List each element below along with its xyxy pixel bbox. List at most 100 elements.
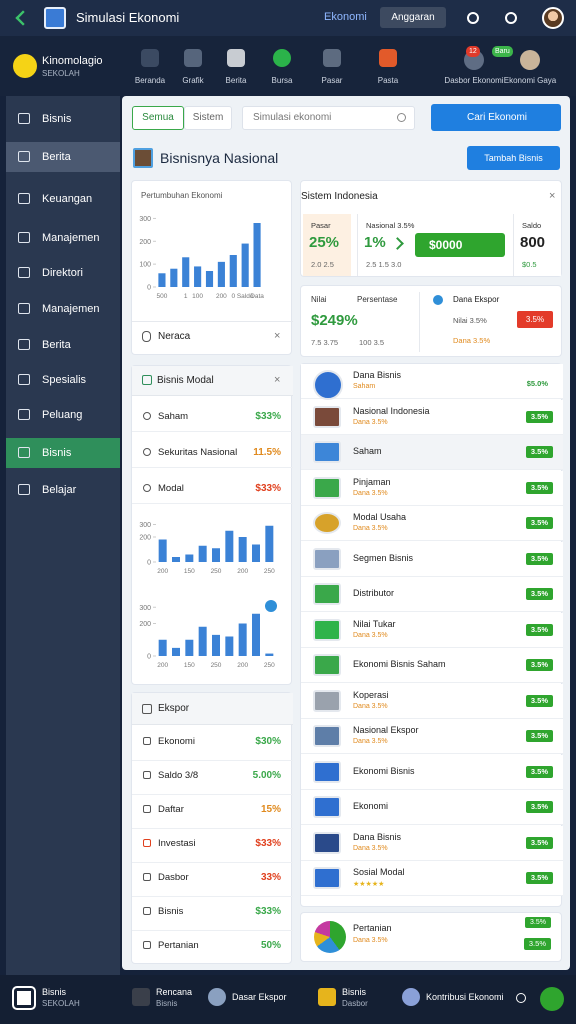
row-value: $30%: [255, 736, 281, 747]
sidebar-icon: [18, 374, 30, 385]
list-title: Distributor: [353, 588, 395, 598]
bottom-item[interactable]: Bisnis SEKOLAH: [12, 985, 94, 1015]
bar: [229, 255, 237, 287]
list-thumb: [313, 476, 341, 499]
list-item[interactable]: Ekonomi Bisnis 3.5%: [301, 754, 563, 790]
nav-label[interactable]: Pasta: [377, 76, 399, 85]
search-button[interactable]: Cari Ekonomi: [431, 104, 561, 131]
top-button[interactable]: Anggaran: [380, 7, 446, 28]
bottom-sub: Bisnis: [156, 999, 178, 1008]
nav-right-label[interactable]: Dasbor Ekonomi: [444, 76, 504, 85]
card: Sistem Indonesia × Pasar 25% 2.0 2.5 Nasional…: [300, 180, 562, 277]
sidebar-item[interactable]: Peluang: [6, 400, 120, 430]
row-icon: [143, 484, 151, 492]
card-header-bg: [132, 693, 293, 725]
bar: [198, 626, 207, 656]
row-divider: [132, 431, 293, 432]
stat-label: Pasar: [311, 221, 331, 230]
nav-label[interactable]: Bursa: [271, 76, 293, 85]
nav-right-icon[interactable]: [520, 50, 540, 70]
sidebar-item[interactable]: Berita: [6, 330, 120, 360]
list-badge: 3.5%: [525, 765, 553, 778]
sidebar-label: Belajar: [42, 484, 77, 496]
list-item[interactable]: Ekonomi Bisnis Saham 3.5%: [301, 648, 563, 683]
note: Dana 3.5%: [453, 336, 491, 345]
list-item[interactable]: Pinjaman Dana 3.5% 3.5%: [301, 470, 563, 506]
nav-icon[interactable]: [379, 49, 397, 67]
list-item[interactable]: Dana Bisnis Dana 3.5% 3.5%: [301, 825, 563, 861]
top-icon[interactable]: [505, 12, 517, 24]
nav-label[interactable]: Beranda: [134, 76, 166, 85]
list-item[interactable]: Ekonomi 3.5%: [301, 790, 563, 825]
sidebar-item[interactable]: Spesialis: [6, 365, 120, 395]
list-title: Modal Usaha: [353, 512, 407, 522]
list-item[interactable]: Dana Bisnis Saham $5.0%: [301, 364, 563, 400]
list-item[interactable]: Nasional Indonesia Dana 3.5% 3.5%: [301, 399, 563, 435]
list-item[interactable]: Distributor 3.5%: [301, 577, 563, 612]
sidebar-item[interactable]: Manajemen: [6, 223, 120, 253]
sidebar-icon: [18, 151, 30, 162]
list-item[interactable]: Sosial Modal ★★★★★ 3.5%: [301, 861, 563, 896]
nav-icon[interactable]: [184, 49, 202, 67]
bottom-icon[interactable]: [516, 993, 526, 1003]
sidebar-item[interactable]: Manajemen: [6, 294, 120, 324]
list-badge: 3.5%: [525, 872, 553, 884]
detail-label: Nilai: [311, 295, 327, 304]
list-sub: ★★★★★: [353, 881, 385, 888]
sidebar-item[interactable]: Bisnis: [6, 104, 120, 134]
nav-label[interactable]: Pasar: [321, 76, 343, 85]
top-link[interactable]: Ekonomi: [324, 11, 367, 23]
list-item[interactable]: Nilai Tukar Dana 3.5% 3.5%: [301, 612, 563, 648]
search-icon: [397, 113, 406, 122]
list-item[interactable]: Modal Usaha Dana 3.5% 3.5%: [301, 506, 563, 541]
x-tick-label: 250: [264, 662, 275, 669]
bottom-item[interactable]: Rencana Bisnis: [132, 985, 212, 1015]
row-label: Ekonomi: [158, 736, 195, 747]
nav-icon[interactable]: [323, 49, 341, 67]
close-button[interactable]: ×: [274, 330, 281, 342]
bottom-item[interactable]: Dasar Ekspor: [208, 985, 288, 1015]
list-badge: 3.5%: [523, 938, 551, 950]
sidebar-item[interactable]: Belajar: [6, 475, 120, 505]
close-button[interactable]: ×: [274, 374, 281, 386]
sidebar-item[interactable]: Berita: [6, 142, 120, 172]
list-sub: Dana 3.5%: [353, 844, 388, 852]
footer-icon: [142, 331, 151, 342]
row-label: Sekuritas Nasional: [158, 447, 238, 458]
bar: [185, 554, 194, 562]
nav-right-label[interactable]: Ekonomi Gaya: [503, 76, 557, 85]
nav-icon[interactable]: [273, 49, 291, 67]
help-button[interactable]: [540, 987, 564, 1011]
bar: [172, 647, 180, 656]
list-badge: 3.5%: [525, 623, 553, 636]
list-item[interactable]: Koperasi Dana 3.5% 3.5%: [301, 683, 563, 719]
list-item[interactable]: Saham 3.5%: [301, 435, 563, 470]
top-icon[interactable]: [467, 12, 479, 24]
search-tab[interactable]: Semua: [132, 106, 184, 130]
right-icon: [433, 295, 443, 305]
row-value: $33%: [255, 411, 281, 422]
row-label: Dasbor: [158, 872, 189, 883]
sidebar-label: Spesialis: [42, 374, 87, 386]
bar: [265, 653, 274, 656]
close-button[interactable]: ×: [549, 190, 556, 202]
nav-icon[interactable]: [227, 49, 245, 67]
nav-label[interactable]: Grafik: [182, 76, 204, 85]
bottom-item[interactable]: Kontribusi Ekonomi: [402, 985, 512, 1015]
list-item[interactable]: Segmen Bisnis 3.5%: [301, 541, 563, 577]
action-button[interactable]: $0000: [415, 233, 505, 257]
row-value: 50%: [260, 940, 281, 951]
list-item[interactable]: Nasional Ekspor Dana 3.5% 3.5%: [301, 719, 563, 754]
list-sub: Dana 3.5%: [353, 738, 388, 745]
list-thumb: [313, 370, 343, 400]
search-input[interactable]: Simulasi ekonomi: [242, 106, 415, 130]
sidebar-item[interactable]: Bisnis: [6, 438, 120, 468]
bar: [198, 545, 207, 562]
nav-icon[interactable]: [141, 49, 159, 67]
sidebar-item[interactable]: Keuangan: [6, 184, 120, 214]
search-tab[interactable]: Sistem: [184, 106, 232, 130]
nav-label[interactable]: Berita: [225, 76, 247, 85]
sidebar-item[interactable]: Direktori: [6, 258, 120, 288]
bottom-item[interactable]: Bisnis Dasbor: [318, 985, 398, 1015]
header-button[interactable]: Tambah Bisnis: [467, 146, 560, 170]
